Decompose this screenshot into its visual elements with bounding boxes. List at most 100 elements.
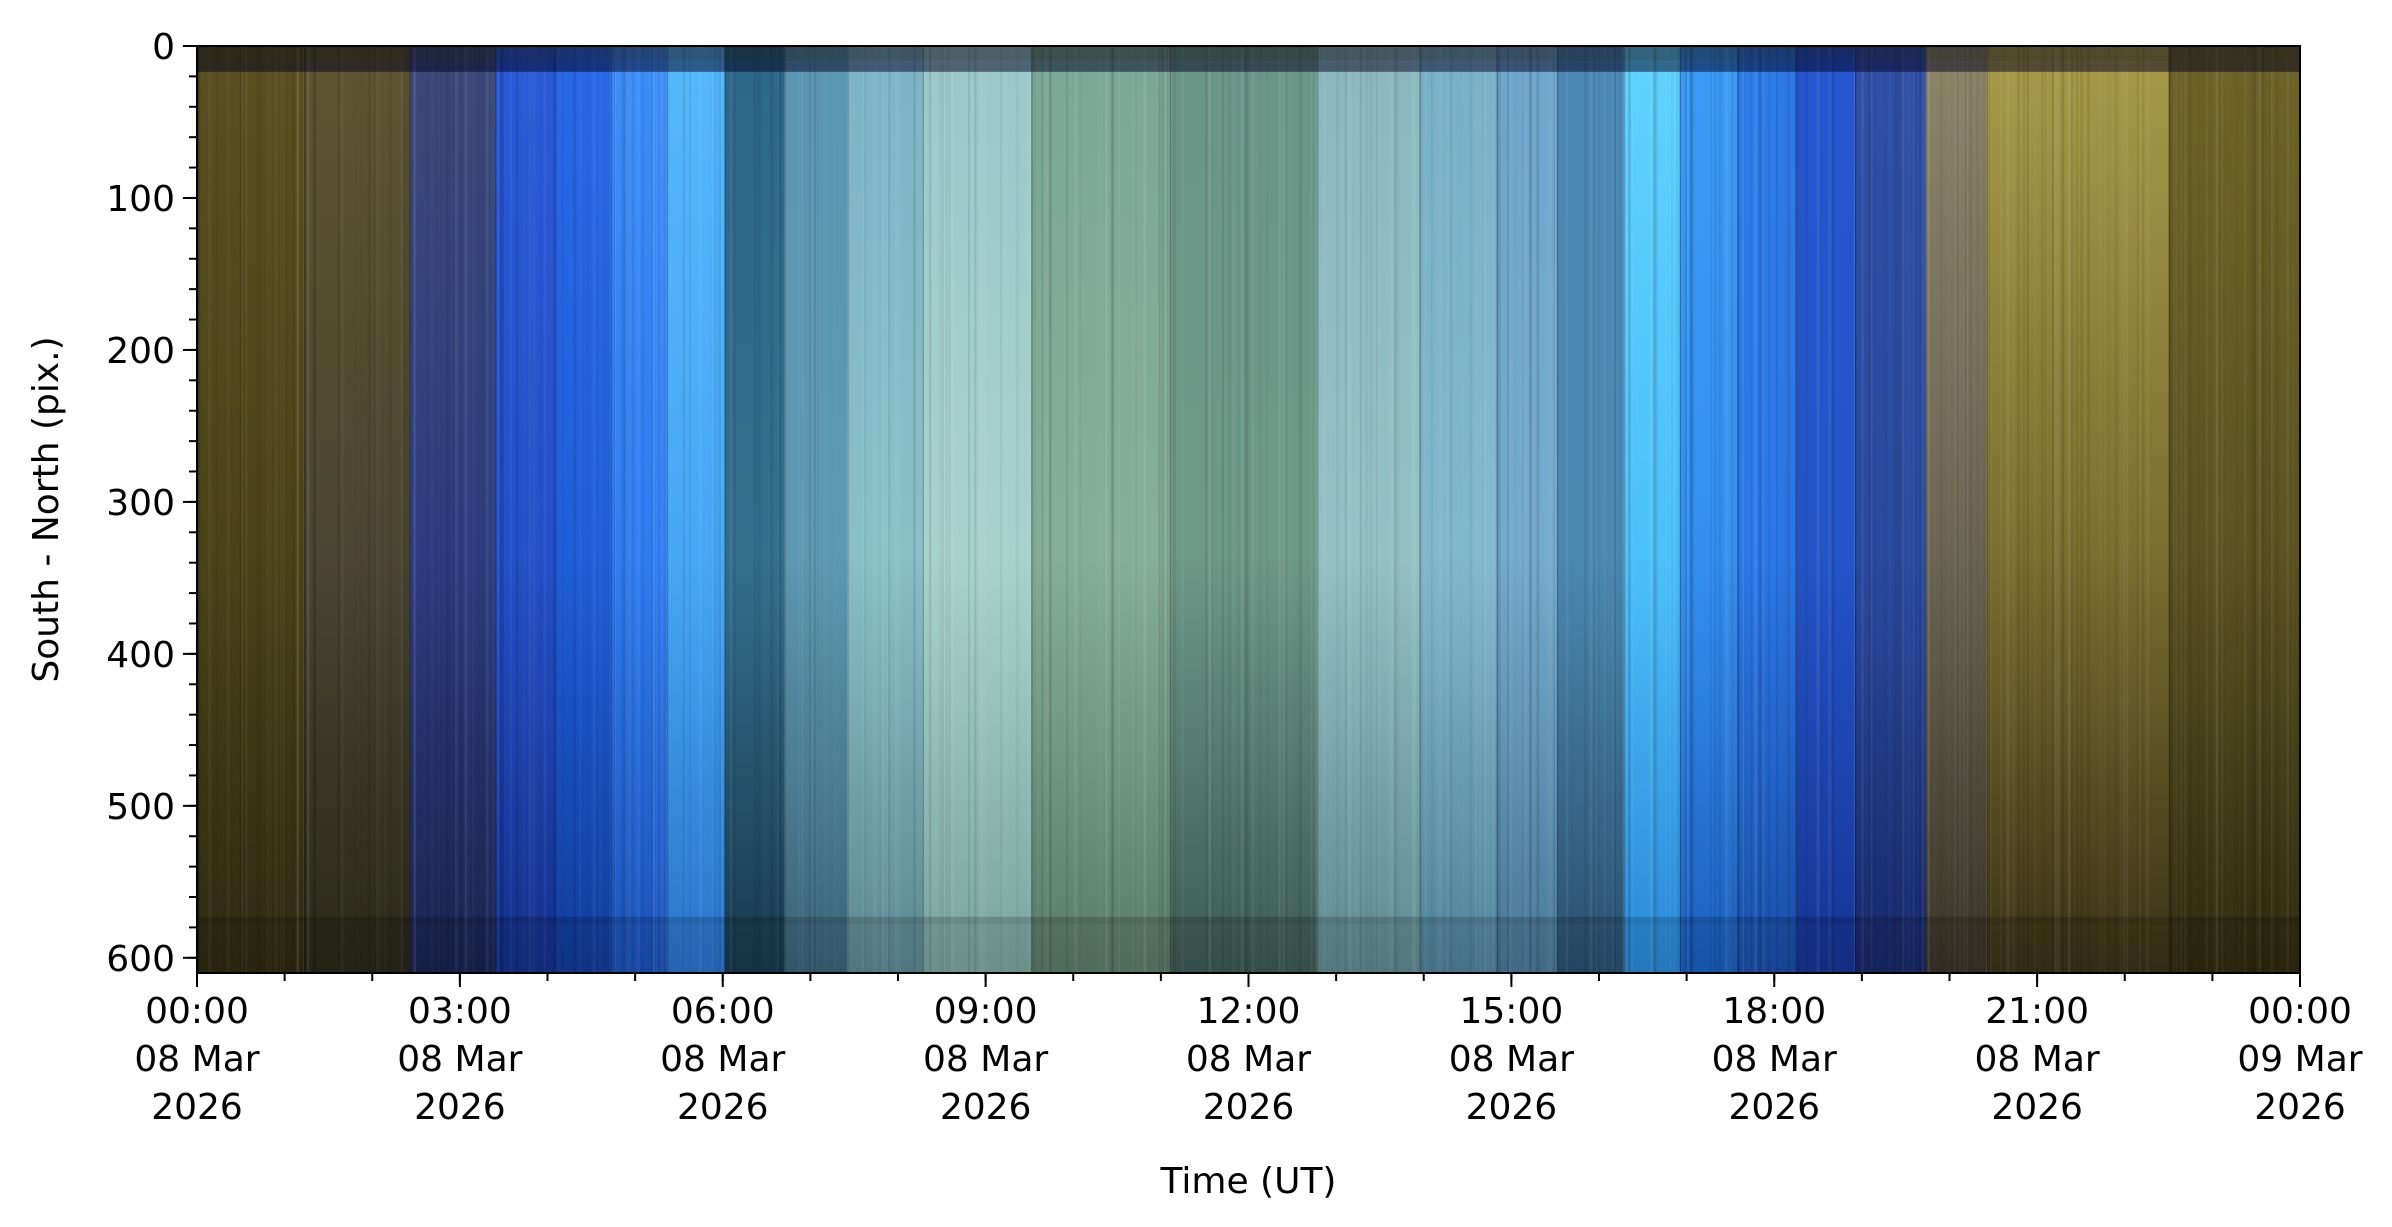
- texture-streak: [2025, 46, 2026, 973]
- texture-streak: [2258, 46, 2262, 973]
- texture-streak: [312, 46, 314, 973]
- texture-streak: [2252, 46, 2255, 973]
- texture-streak: [809, 46, 811, 973]
- texture-streak: [699, 46, 703, 973]
- texture-streak: [1690, 46, 1694, 973]
- texture-streak: [1918, 46, 1922, 973]
- texture-streak: [1903, 46, 1905, 973]
- texture-streak: [1469, 46, 1473, 973]
- texture-streak: [733, 46, 736, 973]
- texture-streak: [1047, 46, 1050, 973]
- texture-streak: [338, 46, 341, 973]
- texture-streak: [2287, 46, 2290, 973]
- texture-streak: [1522, 46, 1524, 973]
- texture-streak: [864, 46, 866, 973]
- texture-streak: [1736, 46, 1739, 973]
- texture-streak: [898, 46, 901, 973]
- texture-streak: [1868, 46, 1872, 973]
- texture-streak: [1685, 46, 1688, 973]
- texture-streak: [1920, 46, 1922, 973]
- texture-streak: [468, 46, 470, 973]
- texture-streak: [1478, 46, 1482, 973]
- texture-streak: [2125, 46, 2129, 973]
- texture-streak: [1965, 46, 1969, 973]
- texture-streak: [1221, 46, 1224, 973]
- texture-streak: [1003, 46, 1006, 973]
- texture-streak: [2238, 46, 2240, 973]
- texture-streak: [888, 46, 890, 973]
- texture-streak: [1748, 46, 1751, 973]
- texture-streak: [1896, 46, 1900, 973]
- texture-streak: [713, 46, 717, 973]
- x-tick-label: 09:00: [934, 991, 1038, 1032]
- texture-streak: [1136, 46, 1138, 973]
- texture-streak: [274, 46, 278, 973]
- texture-streak: [1181, 46, 1184, 973]
- texture-streak: [283, 46, 285, 973]
- texture-streak: [1484, 46, 1488, 973]
- texture-streak: [1969, 46, 1972, 973]
- texture-streak: [2007, 46, 2010, 973]
- texture-streak: [307, 46, 310, 973]
- band-edge: [2168, 46, 2171, 973]
- texture-streak: [1033, 46, 1037, 973]
- texture-streak: [1132, 46, 1134, 973]
- texture-streak: [355, 46, 357, 973]
- texture-streak: [1244, 46, 1246, 973]
- texture-streak: [2145, 46, 2146, 973]
- texture-streak: [1074, 46, 1078, 973]
- texture-streak: [1420, 46, 1423, 973]
- texture-streak: [1536, 46, 1540, 973]
- texture-streak: [1431, 46, 1433, 973]
- texture-streak: [599, 46, 602, 973]
- texture-streak: [1795, 46, 1798, 973]
- texture-streak: [1628, 46, 1631, 973]
- texture-streak: [622, 46, 625, 973]
- time-band: [494, 46, 555, 973]
- band-edge: [303, 46, 306, 973]
- texture-streak: [501, 46, 504, 973]
- texture-streak: [1613, 46, 1616, 973]
- texture-streak: [862, 46, 865, 973]
- texture-streak: [1927, 46, 1930, 973]
- band-edge: [1316, 46, 1319, 973]
- texture-streak: [1669, 46, 1672, 973]
- x-tick-label: 15:00: [1460, 991, 1564, 1032]
- time-band: [1986, 46, 2169, 973]
- texture-streak: [342, 46, 344, 973]
- texture-streak: [1259, 46, 1262, 973]
- texture-streak: [1964, 46, 1967, 973]
- texture-streak: [2054, 46, 2057, 973]
- texture-streak: [1713, 46, 1716, 973]
- texture-streak: [2136, 46, 2140, 973]
- texture-streak: [1278, 46, 1281, 973]
- texture-streak: [1017, 46, 1020, 973]
- y-axis-label: South - North (pix.): [26, 336, 67, 682]
- y-tick-label: 200: [106, 331, 175, 372]
- texture-streak: [1690, 46, 1693, 973]
- texture-streak: [1497, 46, 1500, 973]
- time-band: [784, 46, 848, 973]
- texture-streak: [464, 46, 468, 973]
- texture-streak: [2249, 46, 2251, 973]
- texture-streak: [1289, 46, 1291, 973]
- texture-streak: [1230, 46, 1232, 973]
- texture-streak: [1211, 46, 1213, 973]
- texture-streak: [1514, 46, 1517, 973]
- texture-streak: [1531, 46, 1533, 973]
- texture-streak: [758, 46, 761, 973]
- texture-streak: [296, 46, 300, 973]
- x-tick-label: 08 Mar: [660, 1039, 785, 1080]
- texture-streak: [1506, 46, 1510, 973]
- texture-streak: [1913, 46, 1915, 973]
- texture-streak: [2254, 46, 2257, 973]
- band-edge: [1419, 46, 1421, 973]
- texture-streak: [306, 46, 309, 973]
- texture-streak: [1251, 46, 1255, 973]
- texture-streak: [1867, 46, 1870, 973]
- texture-streak: [1169, 46, 1173, 973]
- texture-streak: [1411, 46, 1415, 973]
- texture-streak: [817, 46, 819, 973]
- x-axis-label: Time (UT): [1160, 1161, 1337, 1202]
- texture-streak: [1652, 46, 1656, 973]
